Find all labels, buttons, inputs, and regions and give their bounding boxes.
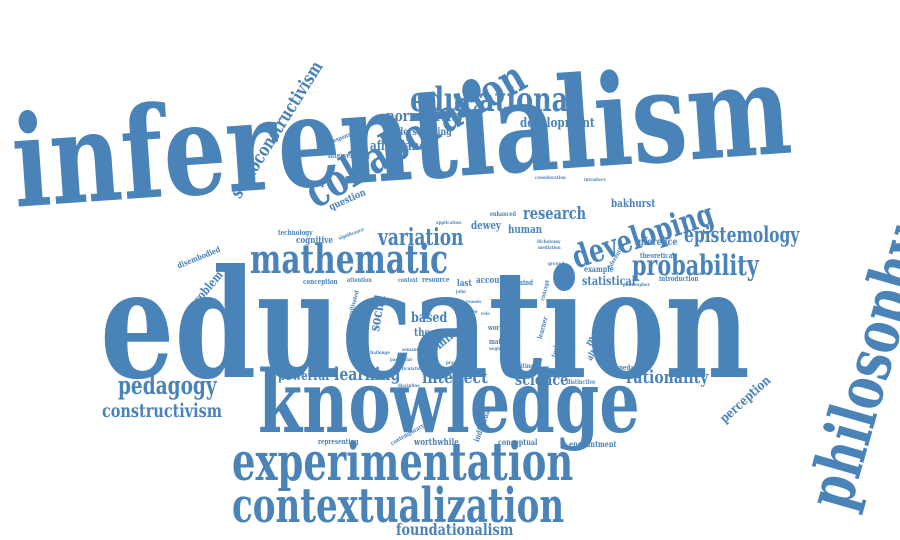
word-epistemology: epistemology: [684, 222, 800, 247]
word-consideration: consideration: [535, 175, 566, 181]
word-education: education: [100, 237, 750, 413]
word-knowledge: knowledge: [258, 352, 640, 453]
word-variation: variation: [378, 224, 464, 251]
word-example: example: [584, 264, 614, 274]
word-based: based: [411, 310, 448, 326]
word-enhanced: enhanced: [490, 211, 516, 218]
word-account: account: [476, 276, 509, 286]
word-revisiting: revisiting: [508, 363, 534, 370]
word-development: development: [520, 116, 595, 131]
word-distinctive: distinctive: [567, 379, 596, 386]
word-human: human: [508, 223, 543, 236]
word-learning: learning: [334, 364, 401, 385]
word-constructivism: constructivism: [102, 400, 223, 422]
word-semantic: semantic: [402, 347, 423, 353]
word-bakhurst: bakhurst: [611, 197, 656, 210]
word-discipline: discipline: [398, 383, 420, 389]
word-technology: technology: [278, 228, 313, 237]
word-inference: inference: [635, 237, 678, 248]
word-intellect: intellect: [422, 367, 488, 388]
word-research: research: [523, 204, 586, 224]
word-mathematic: mathematic: [250, 236, 448, 283]
word-experimentation: experimentation: [232, 432, 574, 493]
word-neglect: neglect: [489, 346, 506, 352]
word-mind: mind: [517, 278, 534, 287]
word-context: context: [398, 277, 418, 284]
word-reason: reason: [466, 299, 482, 305]
word-intervening: intervening: [328, 151, 365, 160]
word-understanding: understanding: [386, 127, 452, 138]
word-view: view: [468, 309, 478, 315]
word-powerful: powerful: [278, 369, 330, 384]
word-application: application: [436, 220, 462, 226]
word-philosophy: philosophy: [792, 219, 900, 518]
word-practice: practice: [446, 360, 465, 366]
word-affordance: affordance: [370, 139, 433, 154]
word-theory: theory: [414, 326, 446, 339]
word-concrete: concrete: [423, 339, 443, 345]
word-dewey: dewey: [471, 219, 502, 232]
word-particular: particular: [390, 357, 413, 363]
word-pedagogic: pedagogic: [619, 363, 652, 372]
word-ground: ground: [548, 261, 565, 267]
word-representing: representing: [318, 437, 359, 446]
word-pedagogy: pedagogy: [118, 371, 217, 400]
word-theoretical: theoretical: [640, 251, 675, 260]
word-articulation: articulation: [397, 366, 424, 372]
word-matter: matter: [489, 337, 511, 346]
word-john: john: [456, 289, 466, 295]
word-last: last: [457, 279, 472, 289]
word-resource: resource: [422, 275, 450, 284]
word-introduce: introduce: [584, 177, 606, 183]
word-challenge: challenge: [368, 350, 390, 356]
word-worthwhile: worthwhile: [414, 438, 459, 448]
word-paper: paper: [462, 321, 475, 327]
word-role: role: [481, 311, 490, 317]
word-normativity: normativity: [386, 107, 464, 125]
word-dichotomy: dichotomy: [537, 239, 561, 245]
word-mediation: mediation: [538, 245, 561, 251]
word-spinoza: spinoza: [444, 367, 462, 373]
word-science: science: [515, 370, 569, 389]
word-probability: probability: [632, 249, 759, 282]
word-enchantment: enchantment: [569, 439, 617, 449]
word-statistical: statistical: [582, 274, 636, 288]
word-foundationalism: foundationalism: [396, 520, 514, 539]
word-attention: attention: [347, 277, 372, 284]
word-educational: educational: [410, 80, 578, 120]
word-conceptual: conceptual: [498, 437, 538, 447]
word-rationality: rationality: [626, 367, 709, 388]
word-philosopher: philosopher: [623, 282, 650, 288]
word-introduction: introduction: [659, 274, 699, 283]
word-cognitive: cognitive: [296, 236, 334, 246]
word-work: work: [488, 323, 504, 332]
word-contextualization: contextualization: [232, 478, 565, 534]
word-conception: conception: [303, 277, 338, 286]
